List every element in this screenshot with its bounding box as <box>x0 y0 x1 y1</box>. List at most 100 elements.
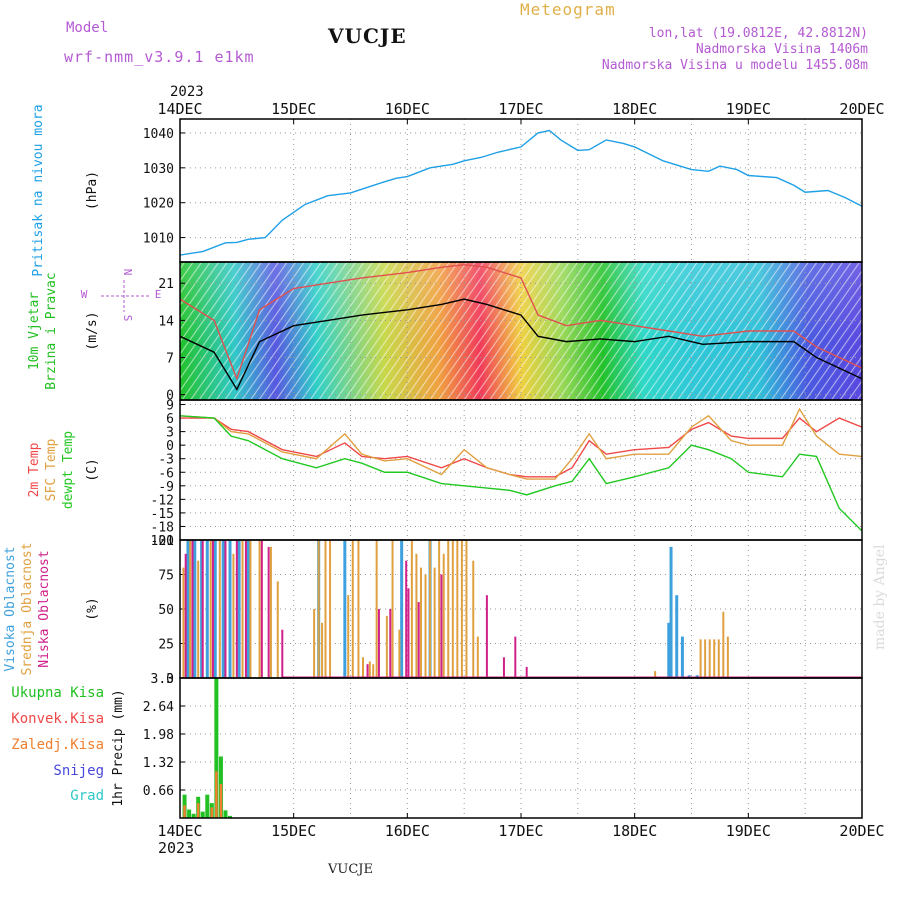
cloud-bar <box>205 540 209 678</box>
wind-axis-label-line: 10m Vjetar <box>27 292 42 370</box>
y-tick-label: 0 <box>166 439 174 454</box>
y-tick-label: 21 <box>158 277 174 292</box>
panel-frame <box>179 118 863 263</box>
y-tick-label: 1020 <box>143 197 174 212</box>
cloud-bar <box>260 540 263 678</box>
y-tick-label: 1.32 <box>143 756 174 771</box>
temp-sfc-line <box>179 407 863 480</box>
cloud-axis-label-line: Niska Oblacnost <box>37 550 52 667</box>
x-tick-label-bottom: 19DEC <box>726 822 771 840</box>
precip-bar <box>200 811 205 818</box>
cloud-bar <box>476 636 479 678</box>
precip-bar <box>214 678 219 818</box>
cloud-bar <box>313 609 316 678</box>
precip-bar <box>183 805 186 818</box>
cloud-bar <box>669 546 673 678</box>
cloud-bar <box>237 540 241 678</box>
cloud-bar <box>351 540 354 678</box>
x-tick-label-bottom: 20DEC <box>839 822 884 840</box>
wind-dir-west: W <box>81 288 88 301</box>
cloud-bar <box>189 540 192 678</box>
cloud-bar <box>182 567 185 678</box>
precip-legend-label: Ukupna Kisa <box>11 685 104 701</box>
meteogram-title: Meteogram <box>520 0 616 19</box>
cloud-bar <box>324 540 327 678</box>
pressure-line <box>179 129 863 256</box>
x-tick-label-top: 20DEC <box>839 100 884 118</box>
cloud-bar <box>400 540 404 678</box>
y-tick-label: -6 <box>158 466 174 481</box>
elevation-label: Nadmorska Visina 1406m <box>695 42 868 57</box>
cloud-bar <box>269 546 272 678</box>
cloud-bar <box>391 540 394 678</box>
y-tick-label: 100 <box>151 534 174 549</box>
cloud-bar <box>410 540 413 678</box>
cloud-bar <box>218 540 221 678</box>
cloud-bar <box>722 611 725 678</box>
y-tick-label: -9 <box>158 480 174 495</box>
cloud-bar <box>329 540 332 678</box>
cloud-bar <box>267 546 270 678</box>
precip-bar <box>187 809 192 818</box>
temp-axis-label-line: 2m Temp <box>27 442 42 497</box>
cloud-axis-label: Visoka Oblacnost Srednja Oblacnost Niska O… <box>3 542 52 675</box>
cloud-bar <box>472 560 475 678</box>
cloud-bar <box>433 567 436 678</box>
cloud-bar <box>366 664 369 678</box>
temp-unit-label-line: (C) <box>85 458 100 481</box>
y-tick-label: 2.64 <box>143 700 174 715</box>
x-tick-label-top: 14DEC <box>157 100 202 118</box>
precip-bar <box>191 813 196 818</box>
pressure-axis-label: Pritisak na nivou mora <box>31 104 46 276</box>
wind-dir-south: S <box>121 315 134 322</box>
cloud-bar <box>246 540 250 678</box>
y-tick-label: 14 <box>158 314 174 329</box>
wind-unit-label-line: (m/s) <box>85 311 100 350</box>
cloud-bar <box>375 540 378 678</box>
precip-bar <box>205 794 210 818</box>
cloud-bar <box>368 661 371 678</box>
y-tick-label: -12 <box>151 493 174 508</box>
precip-legend-label: Grad <box>70 788 104 804</box>
cloud-bar <box>244 540 247 678</box>
precip-bar <box>196 803 200 818</box>
precip-legend-label: Snijeg <box>53 763 104 779</box>
precip-bar <box>210 807 214 818</box>
cloud-bar <box>235 540 238 678</box>
wind-dir-north-text: N <box>121 269 134 276</box>
cloud-bar <box>281 629 284 678</box>
x-year-label-bottom: 2023 <box>158 839 194 857</box>
cloud-bar <box>186 540 190 678</box>
wind-dir-east: E <box>155 288 162 301</box>
cloud-bar <box>201 540 204 678</box>
cloud-bar <box>485 595 488 678</box>
pressure-unit-label-line: (hPa) <box>85 171 100 210</box>
cloud-bar <box>451 540 454 678</box>
cloud-bar <box>667 622 671 678</box>
x-tick-label-bottom: 14DEC <box>157 822 202 840</box>
cloud-bar <box>442 553 445 678</box>
cloud-bar <box>407 588 410 678</box>
precip-axis-label-line: 1hr Precip (mm) <box>111 689 126 806</box>
cloud-bar <box>717 639 720 678</box>
cloud-bar <box>704 639 707 678</box>
cloud-bar <box>429 540 432 678</box>
cloud-bar <box>460 540 463 678</box>
wind-axis-label-line: Brzina i Pravac <box>44 272 59 389</box>
cloud-bar <box>321 622 324 678</box>
cloud-bar <box>343 540 347 678</box>
cloud-bar <box>708 639 711 678</box>
cloud-bar <box>502 657 505 678</box>
footer-station: VUCJE <box>328 862 373 877</box>
model-name: wrf-nmm_v3.9.1 e1km <box>64 48 255 66</box>
cloud-bar <box>232 553 235 678</box>
cloud-bar <box>241 540 244 678</box>
cloud-bar <box>377 609 380 678</box>
cloud-bar <box>211 540 214 678</box>
precip-bar <box>223 810 228 818</box>
precip-bar <box>215 771 218 818</box>
y-tick-label: 1.98 <box>143 728 174 743</box>
pressure-unit-label: (hPa) <box>85 171 100 210</box>
